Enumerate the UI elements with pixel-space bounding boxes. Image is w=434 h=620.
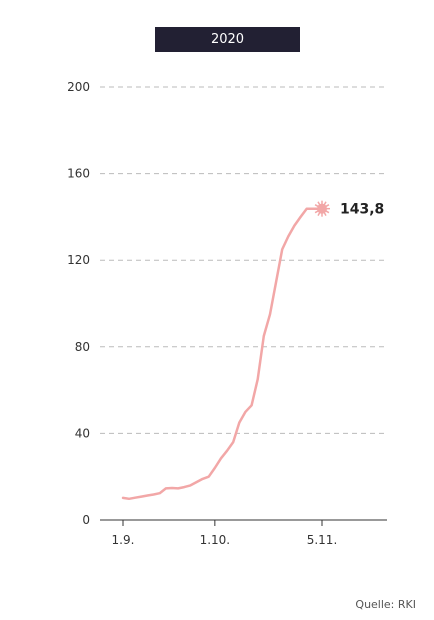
axes: 0 40 80 120 160 200 1.9. 1.10. 5.11. [67, 80, 387, 547]
end-point [317, 203, 327, 214]
y-tick-label: 120 [67, 253, 90, 267]
y-tick-label: 80 [75, 340, 90, 354]
value-label: 143,8 [340, 202, 384, 218]
y-tick-label: 200 [67, 80, 90, 94]
x-tick-label: 1.9. [112, 533, 135, 547]
burst-marker [314, 200, 330, 217]
source-label: Quelle: RKI [355, 598, 416, 611]
x-tick-label: 1.10. [200, 533, 231, 547]
series-line [121, 207, 324, 501]
y-tick-label: 160 [67, 167, 90, 181]
y-tick-label: 40 [75, 426, 90, 440]
x-tick-label: 5.11. [307, 533, 338, 547]
series [121, 207, 324, 501]
annotations: 143,8 [314, 200, 384, 218]
year-badge: 2020 [155, 27, 300, 52]
gridlines [100, 86, 387, 434]
y-tick-label: 0 [82, 513, 90, 527]
